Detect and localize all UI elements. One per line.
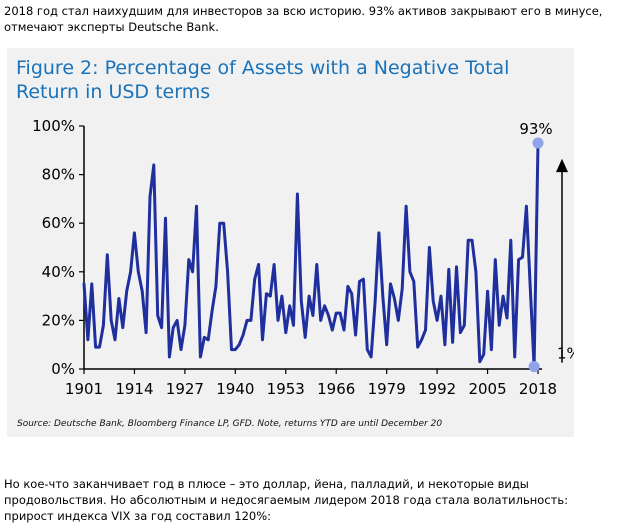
low-value-label: 1% [557,345,574,363]
x-tick-label: 1953 [267,380,305,398]
y-tick-label: 20% [42,311,75,329]
chart-title: Figure 2: Percentage of Assets with a Ne… [16,57,516,103]
x-tick-label: 1901 [65,380,103,398]
y-tick-label: 100% [32,117,75,135]
intro-paragraph: 2018 год стал наихудшим для инвесторов з… [4,4,607,34]
x-tick-label: 1940 [216,380,254,398]
high-value-label: 93% [519,120,552,138]
y-tick-label: 60% [42,214,75,232]
low-point-marker [528,361,540,373]
x-tick-label: 2005 [468,380,506,398]
x-tick-label: 1966 [317,380,355,398]
x-tick-label: 2018 [519,380,557,398]
x-tick-label: 1992 [418,380,456,398]
y-tick-label: 40% [42,263,75,281]
x-tick-label: 1914 [115,380,153,398]
chart-svg: 0% 20% 40% 60% 80% 100% 1901 1914 1927 1940 1953 19… [32,117,574,398]
high-point-marker [532,137,544,149]
x-tick-label: 1927 [166,380,204,398]
chart-figure: Figure 2: Percentage of Assets with a Ne… [7,48,574,437]
series-line [82,141,540,369]
outro-paragraph: Но кое-что заканчивает год в плюсе – это… [4,477,572,523]
y-tick-label: 80% [42,166,75,184]
x-tick-label: 1979 [368,380,406,398]
arrow-head [556,158,568,173]
y-tick-label: 0% [51,360,75,378]
chart-source: Source: Deutsche Bank, Bloomberg Finance… [17,419,443,429]
